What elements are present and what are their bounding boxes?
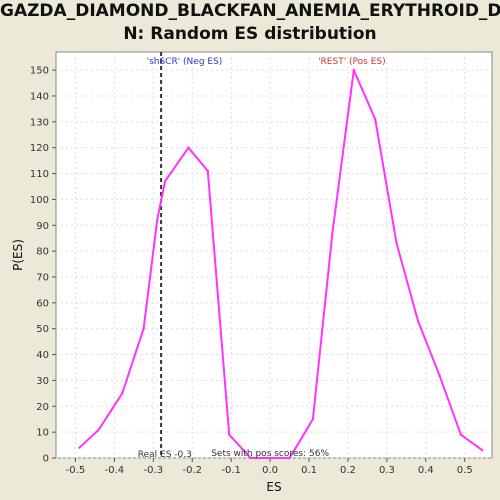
es-distribution-point bbox=[156, 218, 159, 222]
es-distribution-point bbox=[163, 180, 167, 183]
pos-scores-label: Sets with pos scores: 56% bbox=[211, 449, 329, 459]
y-tick-label: 130 bbox=[30, 117, 49, 128]
es-distribution-point bbox=[352, 68, 356, 72]
es-distribution-point bbox=[206, 169, 210, 173]
y-tick-label: 100 bbox=[30, 195, 49, 206]
x-tick-label: 0.5 bbox=[457, 465, 473, 476]
y-axis-title: P(ES) bbox=[11, 239, 25, 271]
chart-title-line-1: GAZDA_DIAMOND_BLACKFAN_ANEMIA_ERYTHROID_… bbox=[0, 1, 500, 21]
y-tick-label: 0 bbox=[43, 454, 49, 465]
es-distribution-point bbox=[416, 319, 420, 323]
es-distribution-point bbox=[142, 327, 145, 330]
y-tick-label: 60 bbox=[36, 298, 49, 309]
y-tick-label: 140 bbox=[30, 91, 49, 102]
es-distribution-point bbox=[374, 118, 377, 121]
es-distribution-point bbox=[331, 231, 334, 235]
es-distribution-point bbox=[120, 392, 124, 395]
x-tick-label: -0.4 bbox=[105, 465, 125, 476]
es-distribution-point bbox=[438, 374, 441, 377]
chart-title-line-2: N: Random ES distribution bbox=[123, 24, 377, 44]
pos-es-label: 'REST' (Pos ES) bbox=[318, 57, 386, 67]
es-distribution-point bbox=[481, 449, 484, 452]
y-tick-label: 80 bbox=[36, 247, 49, 258]
y-tick-label: 20 bbox=[36, 402, 49, 413]
x-tick-label: 0.0 bbox=[262, 465, 278, 476]
es-distribution-point bbox=[249, 456, 252, 460]
plot-area bbox=[55, 51, 493, 459]
y-tick-label: 120 bbox=[30, 143, 49, 154]
es-distribution-point bbox=[459, 433, 463, 436]
es-distribution-point bbox=[97, 428, 101, 431]
y-tick-label: 30 bbox=[36, 376, 49, 387]
es-distribution-point bbox=[78, 446, 81, 449]
y-tick-label: 40 bbox=[36, 350, 49, 361]
y-tick-label: 150 bbox=[30, 66, 49, 77]
real-es-label: Real ES -0.3 bbox=[138, 450, 192, 460]
x-tick-label: -0.2 bbox=[182, 465, 202, 476]
y-tick-label: 10 bbox=[36, 428, 49, 439]
y-tick-label: 110 bbox=[30, 169, 49, 180]
es-distribution-point bbox=[187, 146, 190, 149]
y-tick-label: 50 bbox=[36, 324, 49, 335]
y-tick-label: 70 bbox=[36, 272, 49, 283]
x-tick-label: 0.2 bbox=[340, 465, 356, 476]
x-tick-label: 0.4 bbox=[418, 465, 434, 476]
neg-es-label: 'shSCR' (Neg ES) bbox=[147, 57, 223, 67]
x-tick-label: -0.1 bbox=[221, 465, 241, 476]
x-tick-label: 0.1 bbox=[301, 465, 317, 476]
es-distribution-point bbox=[288, 456, 291, 460]
x-tick-label: -0.3 bbox=[144, 465, 164, 476]
es-distribution-point bbox=[228, 433, 231, 436]
chart-title: GAZDA_DIAMOND_BLACKFAN_ANEMIA_ERYTHROID_… bbox=[0, 0, 500, 46]
x-tick-label: -0.5 bbox=[66, 465, 86, 476]
x-tick-label: 0.3 bbox=[379, 465, 395, 476]
x-axis-title: ES bbox=[266, 480, 281, 494]
y-tick-label: 90 bbox=[36, 221, 49, 232]
es-distribution-point bbox=[311, 418, 315, 421]
es-distribution-point bbox=[395, 242, 398, 245]
es-distribution-point bbox=[268, 456, 272, 460]
